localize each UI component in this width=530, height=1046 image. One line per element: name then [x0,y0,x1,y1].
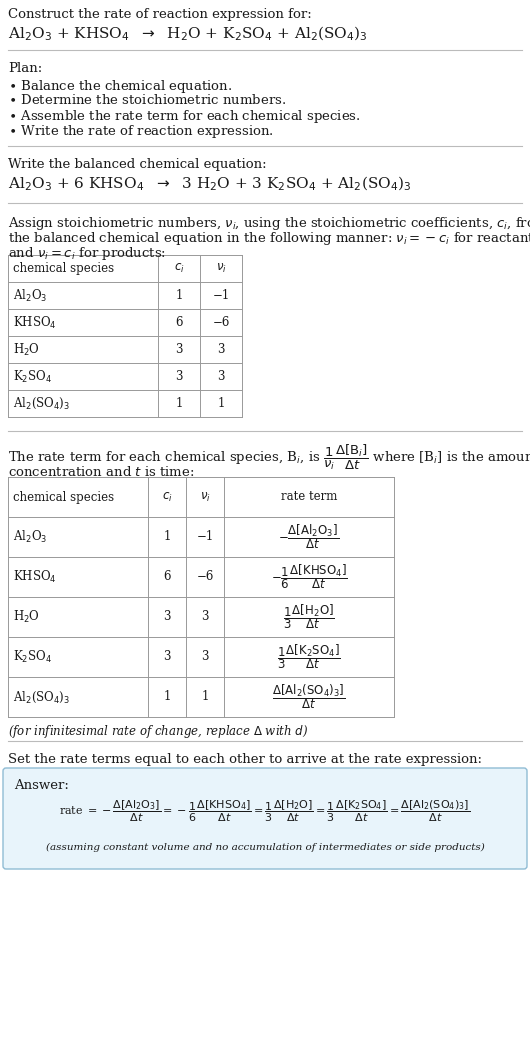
Text: concentration and $t$ is time:: concentration and $t$ is time: [8,465,195,479]
Text: $\dfrac{1}{3}\dfrac{\Delta[\mathrm{H_2O}]}{\Delta t}$: $\dfrac{1}{3}\dfrac{\Delta[\mathrm{H_2O}… [283,602,335,632]
Text: Construct the rate of reaction expression for:: Construct the rate of reaction expressio… [8,8,312,21]
Text: $-\dfrac{\Delta[\mathrm{Al_2O_3}]}{\Delta t}$: $-\dfrac{\Delta[\mathrm{Al_2O_3}]}{\Delt… [278,523,340,551]
Text: 3: 3 [201,611,209,623]
Text: $\bullet$ Determine the stoichiometric numbers.: $\bullet$ Determine the stoichiometric n… [8,93,286,107]
Text: Al$_2$O$_3$: Al$_2$O$_3$ [13,529,47,545]
Text: Al$_2$O$_3$: Al$_2$O$_3$ [13,288,47,303]
Text: 1: 1 [163,690,171,704]
Text: (for infinitesimal rate of change, replace $\Delta$ with $d$): (for infinitesimal rate of change, repla… [8,723,308,740]
Text: KHSO$_4$: KHSO$_4$ [13,569,57,585]
Text: $-\dfrac{1}{6}\dfrac{\Delta[\mathrm{KHSO_4}]}{\Delta t}$: $-\dfrac{1}{6}\dfrac{\Delta[\mathrm{KHSO… [270,563,348,591]
Text: $c_i$: $c_i$ [174,262,184,275]
Text: K$_2$SO$_4$: K$_2$SO$_4$ [13,368,52,385]
Text: 1: 1 [163,530,171,544]
Text: 3: 3 [217,343,225,356]
Text: 1: 1 [217,397,225,410]
Text: Al$_2$(SO$_4$)$_3$: Al$_2$(SO$_4$)$_3$ [13,395,70,411]
Text: H$_2$O: H$_2$O [13,609,40,626]
Text: $\bullet$ Assemble the rate term for each chemical species.: $\bullet$ Assemble the rate term for eac… [8,108,361,126]
Text: 3: 3 [163,651,171,663]
Text: chemical species: chemical species [13,491,114,503]
Text: 1: 1 [175,397,183,410]
Text: −6: −6 [213,316,229,329]
Text: K$_2$SO$_4$: K$_2$SO$_4$ [13,649,52,665]
Text: 3: 3 [175,343,183,356]
Text: 6: 6 [175,316,183,329]
Text: −1: −1 [197,530,214,544]
Text: $\bullet$ Write the rate of reaction expression.: $\bullet$ Write the rate of reaction exp… [8,123,274,140]
Text: 3: 3 [217,370,225,383]
Text: Set the rate terms equal to each other to arrive at the rate expression:: Set the rate terms equal to each other t… [8,753,482,766]
Text: $\nu_i$: $\nu_i$ [216,262,226,275]
Text: The rate term for each chemical species, B$_i$, is $\dfrac{1}{\nu_i}\dfrac{\Delt: The rate term for each chemical species,… [8,444,530,473]
Text: Answer:: Answer: [14,779,69,792]
Text: KHSO$_4$: KHSO$_4$ [13,315,57,331]
Text: rate term: rate term [281,491,337,503]
Text: 1: 1 [201,690,209,704]
Text: (assuming constant volume and no accumulation of intermediates or side products): (assuming constant volume and no accumul… [46,843,484,852]
Text: 1: 1 [175,289,183,302]
Text: Assign stoichiometric numbers, $\nu_i$, using the stoichiometric coefficients, $: Assign stoichiometric numbers, $\nu_i$, … [8,215,530,232]
Text: $\dfrac{\Delta[\mathrm{Al_2(SO_4)_3}]}{\Delta t}$: $\dfrac{\Delta[\mathrm{Al_2(SO_4)_3}]}{\… [272,683,346,711]
Text: chemical species: chemical species [13,262,114,275]
Text: H$_2$O: H$_2$O [13,341,40,358]
Text: $\nu_i$: $\nu_i$ [200,491,210,503]
Text: Al$_2$(SO$_4$)$_3$: Al$_2$(SO$_4$)$_3$ [13,689,70,705]
Text: −1: −1 [213,289,229,302]
Text: the balanced chemical equation in the following manner: $\nu_i = -c_i$ for react: the balanced chemical equation in the fo… [8,230,530,247]
Text: Al$_2$O$_3$ + 6 KHSO$_4$  $\rightarrow$  3 H$_2$O + 3 K$_2$SO$_4$ + Al$_2$(SO$_4: Al$_2$O$_3$ + 6 KHSO$_4$ $\rightarrow$ 3… [8,175,411,194]
Text: 6: 6 [163,570,171,584]
FancyBboxPatch shape [3,768,527,869]
Text: rate $= -\dfrac{\Delta[\mathrm{Al_2O_3}]}{\Delta t} = -\dfrac{1}{6}\dfrac{\Delta: rate $= -\dfrac{\Delta[\mathrm{Al_2O_3}]… [59,799,471,824]
Text: $\bullet$ Balance the chemical equation.: $\bullet$ Balance the chemical equation. [8,78,232,95]
Text: Plan:: Plan: [8,62,42,75]
Text: 3: 3 [175,370,183,383]
Text: $c_i$: $c_i$ [162,491,172,503]
Text: Al$_2$O$_3$ + KHSO$_4$  $\rightarrow$  H$_2$O + K$_2$SO$_4$ + Al$_2$(SO$_4$)$_3$: Al$_2$O$_3$ + KHSO$_4$ $\rightarrow$ H$_… [8,25,368,43]
Text: 3: 3 [163,611,171,623]
Text: 3: 3 [201,651,209,663]
Text: $\dfrac{1}{3}\dfrac{\Delta[\mathrm{K_2SO_4}]}{\Delta t}$: $\dfrac{1}{3}\dfrac{\Delta[\mathrm{K_2SO… [277,642,341,672]
Text: Write the balanced chemical equation:: Write the balanced chemical equation: [8,158,267,170]
Text: and $\nu_i = c_i$ for products:: and $\nu_i = c_i$ for products: [8,245,166,262]
Text: −6: −6 [196,570,214,584]
